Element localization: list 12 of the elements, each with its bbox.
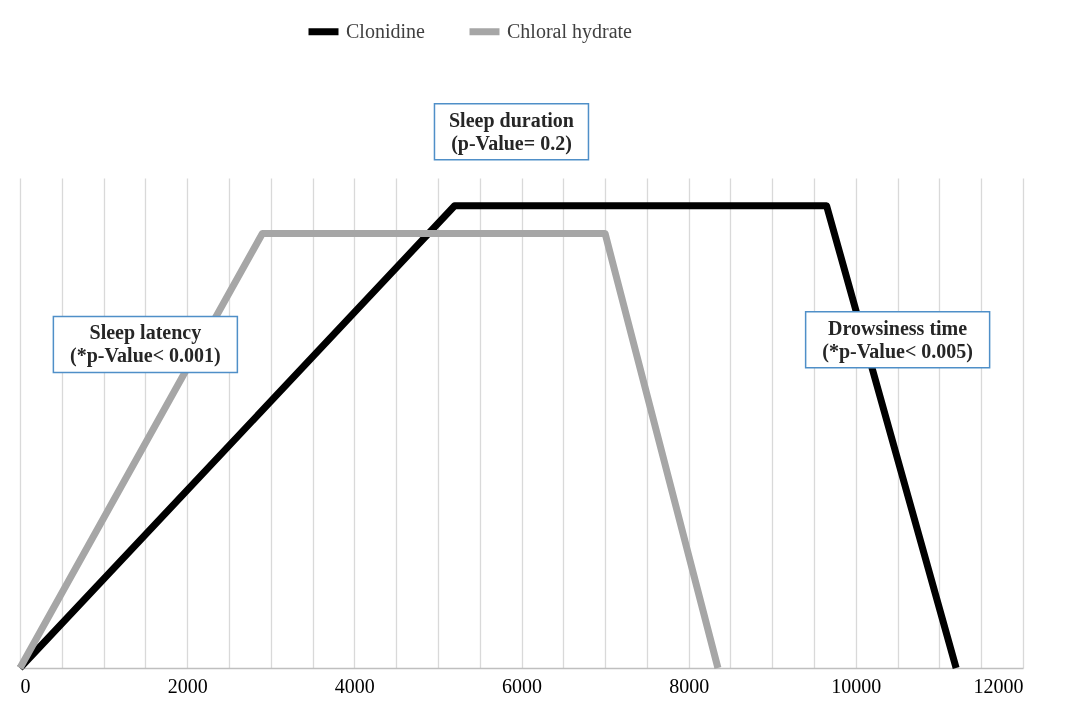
x-tick-label: 6000 (502, 674, 542, 697)
text: Sleep duration (p-Value= 0.2) (448, 108, 574, 155)
x-tick-label: 2000 (167, 674, 208, 697)
x-tick-label: 4000 (334, 674, 375, 697)
x-tick-label: 8000 (669, 674, 710, 697)
legend-label: Clonidine (346, 19, 426, 42)
x-tick-label: 0 (20, 674, 31, 697)
annotation: Sleep latency (*p-Value< 0.001) (70, 321, 221, 368)
x-tick-label: 10000 (831, 674, 882, 697)
x-tick-label: 12000 (973, 674, 1024, 697)
legend-label: Chloral hydrate (507, 19, 633, 43)
annotation: Drowsiness time (*p-Value< 0.005) (822, 316, 973, 363)
